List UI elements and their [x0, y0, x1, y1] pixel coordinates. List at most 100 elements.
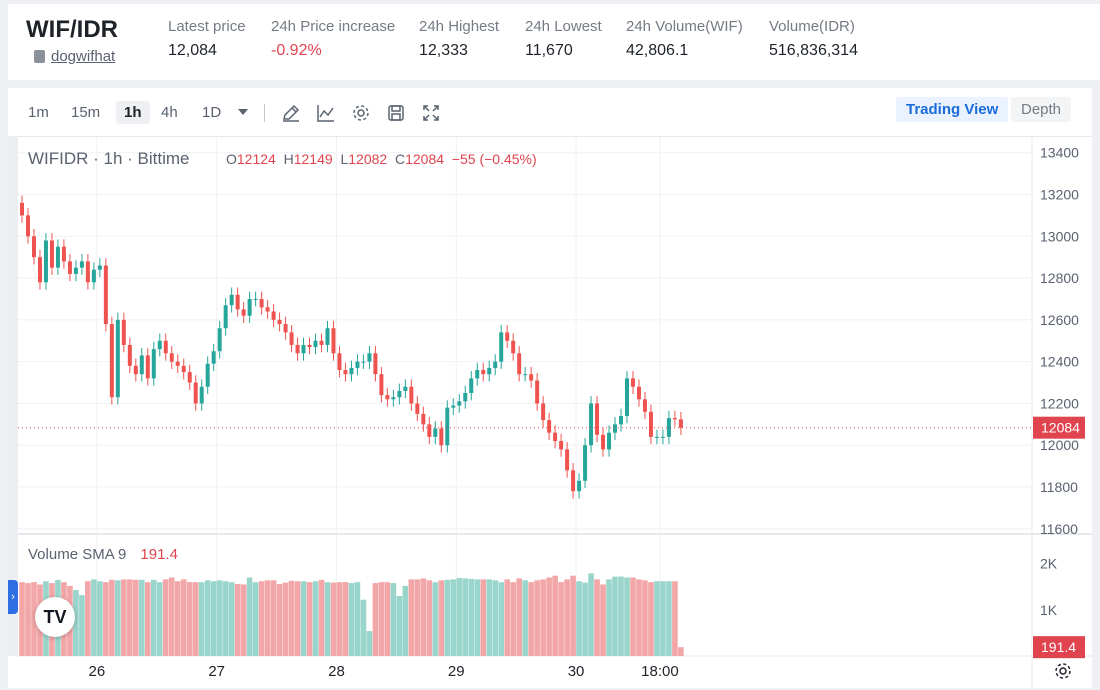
volume-bar — [594, 579, 600, 656]
stat-value: 516,836,314 — [769, 42, 858, 59]
candle-body — [481, 370, 486, 375]
expand-panel-button[interactable]: › — [8, 580, 18, 614]
stat-value: -0.92% — [271, 42, 322, 59]
timeframe-15m[interactable]: 15m — [71, 104, 101, 121]
candle-body — [427, 424, 432, 437]
volume-bar — [121, 579, 127, 656]
candle-body — [397, 390, 402, 398]
time-tick-label: 28 — [328, 663, 345, 680]
time-tick-label: 26 — [89, 663, 106, 680]
volume-bar — [19, 582, 25, 656]
volume-bar — [408, 579, 415, 656]
volume-bar — [480, 579, 487, 656]
coin-name[interactable]: dogwifhat — [51, 48, 116, 65]
volume-bar — [246, 577, 253, 656]
candle-body — [624, 378, 629, 416]
candle-body — [672, 418, 677, 420]
candle-body — [193, 382, 198, 404]
candle-body — [289, 332, 294, 345]
volume-bar — [180, 579, 187, 656]
volume-bar — [198, 582, 205, 656]
candle-body — [115, 319, 120, 398]
volume-bar — [294, 581, 301, 656]
time-tick-label: 29 — [448, 663, 465, 680]
stat-label: 24h Lowest — [525, 18, 602, 35]
volume-bar — [324, 582, 331, 656]
volume-bar — [474, 579, 481, 656]
candle-body — [559, 441, 564, 450]
volume-bar — [384, 582, 391, 656]
volume-bar — [432, 582, 439, 656]
coin-link[interactable]: dogwifhat — [34, 48, 115, 65]
candle-body — [247, 298, 252, 316]
stat-label: Volume(IDR) — [769, 18, 855, 35]
candle-body — [367, 353, 372, 362]
ohlc-legend: O12124 H12149 L12082 C12084 −55 (−0.45%) — [226, 151, 537, 167]
volume-bar — [540, 579, 546, 656]
save-icon[interactable] — [385, 102, 407, 124]
stat-label: 24h Highest — [419, 18, 500, 35]
timeframe-1h[interactable]: 1h — [116, 101, 150, 124]
price-tick-label: 12600 — [1040, 312, 1079, 328]
volume-bar — [276, 584, 283, 656]
volume-bar — [234, 584, 241, 656]
candle-body — [415, 403, 420, 414]
timeframe-1d[interactable]: 1D — [202, 104, 222, 121]
chart-panel: 1m 15m 1h 4h 1D Trading View Depth 13400… — [8, 88, 1092, 688]
volume-bar — [354, 582, 361, 656]
volume-bar — [606, 579, 612, 656]
stat-price-change: 24h Price increase -0.92% — [271, 18, 395, 60]
ticker-header: WIF/IDR dogwifhat Latest price 12,084 24… — [8, 4, 1100, 80]
volume-bar — [336, 582, 343, 656]
trading-view-button[interactable]: Trading View — [896, 97, 1009, 122]
last-price-tag — [1033, 416, 1085, 439]
candlestick-chart[interactable]: 13400 13200 13000 12800 12600 12400 12200 12000… — [8, 88, 1092, 688]
candle-body — [85, 261, 90, 283]
volume-bar — [414, 579, 421, 656]
candle-body — [331, 328, 336, 354]
candle-body — [133, 365, 138, 375]
candle-body — [283, 324, 288, 333]
volume-bar — [97, 581, 103, 656]
fullscreen-icon[interactable] — [420, 102, 442, 124]
stat-latest-price: Latest price 12,084 — [168, 18, 246, 60]
price-tick-label: 12800 — [1040, 270, 1079, 286]
candle-body — [337, 353, 342, 371]
volume-bar — [288, 580, 295, 656]
candle-body — [91, 269, 96, 283]
volume-bar — [624, 577, 630, 656]
candle-body — [409, 386, 414, 404]
depth-button[interactable]: Depth — [1011, 97, 1072, 122]
candle-body — [379, 374, 384, 396]
volume-bar — [660, 581, 666, 656]
timeframe-4h[interactable]: 4h — [161, 104, 178, 121]
indicator-chart-icon[interactable] — [315, 102, 337, 124]
volume-bar — [282, 582, 289, 656]
volume-bar — [648, 582, 654, 656]
candle-body — [654, 436, 659, 438]
settings-gear-icon[interactable] — [350, 102, 372, 124]
chart-legend-title: WIFIDR · 1h · Bittime — [28, 149, 190, 168]
tradingview-logo[interactable]: TV — [35, 597, 75, 637]
candle-body — [253, 298, 258, 300]
draw-pen-icon[interactable] — [280, 102, 302, 124]
left-drawing-bar — [8, 136, 18, 656]
volume-bar — [438, 580, 445, 656]
candle-body — [301, 344, 306, 354]
volume-bar — [342, 582, 349, 656]
volume-bar — [372, 583, 379, 656]
candle-body — [241, 309, 246, 316]
timeframe-dropdown-icon[interactable] — [238, 109, 248, 115]
volume-bar — [186, 582, 193, 656]
volume-bar — [204, 580, 211, 656]
timeframe-1m[interactable]: 1m — [28, 104, 49, 121]
axis-settings-icon[interactable] — [1053, 661, 1073, 681]
candle-body — [157, 340, 162, 350]
close-label: C — [394, 151, 406, 167]
candle-body — [163, 340, 168, 354]
candle-body — [565, 449, 570, 471]
candle-body — [181, 365, 186, 373]
volume-bar — [109, 579, 115, 656]
candle-body — [601, 434, 606, 450]
volume-bar — [156, 582, 163, 656]
